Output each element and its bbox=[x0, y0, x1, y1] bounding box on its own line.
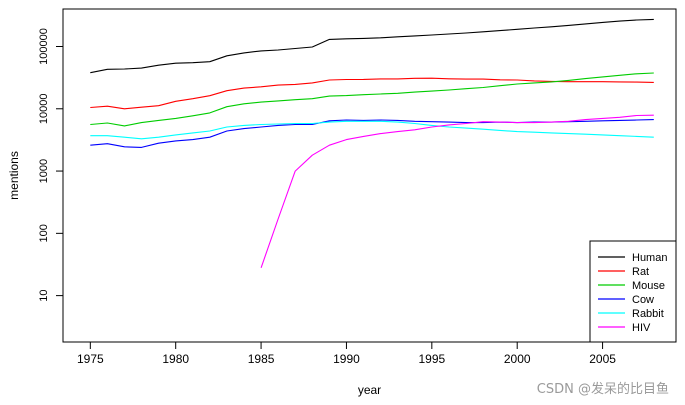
x-tick-label: 1995 bbox=[418, 352, 445, 366]
y-axis-title: mentions bbox=[7, 151, 21, 200]
legend-label-hiv: HIV bbox=[632, 322, 651, 334]
x-tick-label: 2005 bbox=[589, 352, 616, 366]
y-tick-label: 100000 bbox=[38, 28, 50, 65]
series-line-hiv bbox=[260, 114, 654, 268]
series-line-mouse bbox=[90, 72, 654, 127]
legend-label-rat: Rat bbox=[632, 266, 649, 278]
legend: Human Rat Mouse Cow Rabbit HIV bbox=[589, 240, 677, 343]
legend-label-mouse: Mouse bbox=[632, 280, 665, 292]
y-tick-label: 1000 bbox=[38, 159, 50, 183]
x-tick-label: 2000 bbox=[504, 352, 531, 366]
series-layer bbox=[90, 18, 654, 268]
plot-frame bbox=[62, 8, 677, 343]
legend-label-human: Human bbox=[632, 252, 667, 264]
x-tick-label: 1980 bbox=[162, 352, 189, 366]
x-tick-label: 1990 bbox=[333, 352, 360, 366]
x-tick-label: 1985 bbox=[248, 352, 275, 366]
series-line-human bbox=[90, 18, 654, 74]
y-tick-label: 100 bbox=[38, 224, 50, 242]
x-axis-title: year bbox=[358, 383, 381, 397]
watermark-text: CSDN @发呆的比目鱼 bbox=[536, 382, 669, 397]
y-tick-label: 10 bbox=[38, 289, 50, 301]
y-tick-label: 10000 bbox=[38, 94, 50, 125]
series-line-rat bbox=[90, 77, 654, 110]
series-line-rabbit bbox=[90, 120, 654, 140]
legend-label-rabbit: Rabbit bbox=[632, 308, 664, 320]
legend-label-cow: Cow bbox=[632, 294, 654, 306]
y-axis: 10 100 1000 10000 100000 bbox=[38, 28, 64, 302]
legend-box bbox=[589, 240, 677, 343]
x-tick-label: 1975 bbox=[77, 352, 104, 366]
x-axis: 1975 1980 1985 1990 1995 2000 2005 bbox=[77, 341, 616, 366]
